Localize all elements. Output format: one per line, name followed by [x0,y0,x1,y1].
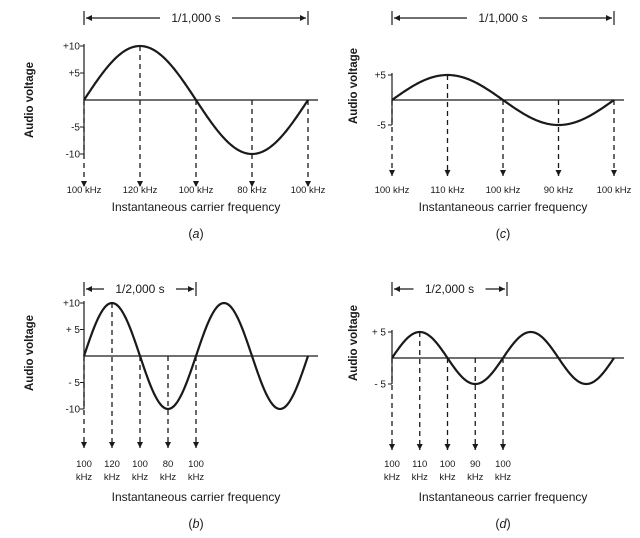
frequency-unit: kHz [467,472,484,483]
panel-caption: (c) [496,227,511,241]
y-tick-label: -5 [377,121,386,132]
frequency-value: 120 [104,459,120,470]
frequency-label: 110 kHz [430,185,464,196]
panel-c: +5 -5 Audio voltage 1/1,000 s 100 kHz 110 kHz… [348,11,632,241]
y-axis-title: Audio voltage [348,48,360,124]
y-tick-label: - 5 [68,378,80,389]
panel-d: + 5 - 5 Audio voltage 1/2,000 s 100 kHz 110 kHz… [348,282,624,531]
frequency-label: 120 kHz [123,185,158,196]
caption-letter: a [193,227,200,241]
y-tick-label: + 5 [372,328,387,339]
caption-paren: ) [199,517,203,531]
panel-b: +10 + 5 - 5 -10 Audio voltage 1/2,000 s 100 kHz… [24,282,318,531]
frequency-label: 80 kHz [237,185,267,196]
panel-caption: (a) [188,227,203,241]
frequency-unit: kHz [132,472,149,483]
frequency-value: 100 [384,459,400,470]
y-tick-label: -10 [66,405,81,416]
frequency-unit: kHz [104,472,121,483]
y-tick-label: +10 [63,299,80,310]
caption-paren: ) [199,227,203,241]
frequency-value: 100 [440,459,456,470]
period-label: 1/2,000 s [425,282,474,296]
frequency-label: 100 kHz [486,185,521,196]
frequency-unit: kHz [495,472,512,483]
caption-letter: d [500,517,508,531]
caption-paren: ( [188,517,193,531]
panel-caption: (d) [495,517,510,531]
y-axis-title: Audio voltage [348,305,360,381]
caption-paren: ( [188,227,193,241]
caption-letter: b [193,517,200,531]
x-axis-title: Instantaneous carrier frequency [419,490,588,504]
frequency-unit: kHz [439,472,456,483]
y-axis-title: Audio voltage [24,315,36,391]
frequency-value: 100 [76,459,92,470]
x-axis-title: Instantaneous carrier frequency [112,200,281,214]
frequency-unit: kHz [412,472,429,483]
frequency-label: 100 kHz [597,185,632,196]
frequency-unit: kHz [384,472,401,483]
frequency-value: 100 [495,459,511,470]
x-axis-title: Instantaneous carrier frequency [419,200,588,214]
y-tick-label: +5 [375,71,387,82]
frequency-label: 100 kHz [291,185,326,196]
frequency-value: 90 [470,459,481,470]
frequency-label: 100 kHz [179,185,214,196]
frequency-value: 100 [188,459,204,470]
y-tick-label: - 5 [374,380,386,391]
frequency-value: 80 [163,459,174,470]
panel-a: +10 +5 -5 -10 Audio voltage 1/1,000 s 100 kHz 1… [24,11,326,241]
caption-paren: ( [495,517,500,531]
period-label: 1/1,000 s [478,11,527,25]
y-tick-label: + 5 [66,325,81,336]
frequency-value: 100 [132,459,148,470]
y-tick-label: +10 [63,42,80,53]
frequency-value: 110 [412,459,427,470]
y-tick-label: -10 [66,150,81,161]
frequency-unit: kHz [76,472,93,483]
y-tick-label: +5 [69,69,81,80]
period-label: 1/2,000 s [115,282,164,296]
period-label: 1/1,000 s [171,11,220,25]
frequency-unit: kHz [160,472,177,483]
frequency-label: 100 kHz [67,185,102,196]
caption-paren: ) [506,517,510,531]
caption-letter: c [500,227,507,241]
x-axis-title: Instantaneous carrier frequency [112,490,281,504]
frequency-unit: kHz [188,472,205,483]
frequency-label: 100 kHz [375,185,410,196]
y-tick-label: -5 [71,123,80,134]
panel-caption: (b) [188,517,203,531]
frequency-label: 90 kHz [544,185,574,196]
caption-paren: ( [496,227,501,241]
caption-paren: ) [506,227,510,241]
y-axis-title: Audio voltage [24,62,36,138]
